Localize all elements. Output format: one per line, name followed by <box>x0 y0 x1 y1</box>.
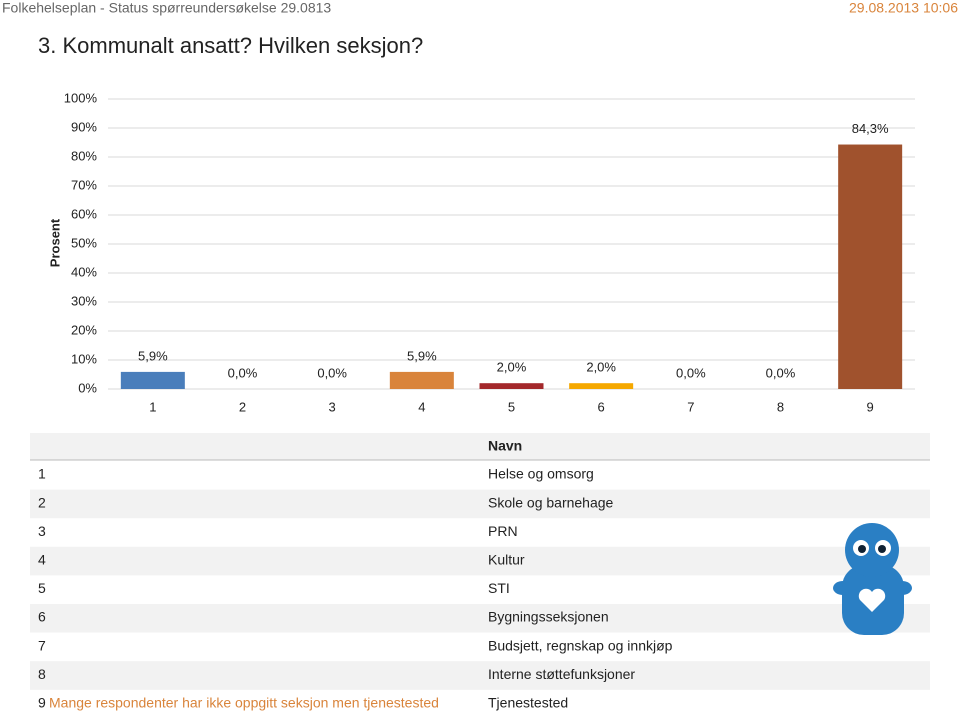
y-tick-label: 30% <box>71 293 97 308</box>
x-tick-label: 1 <box>149 399 156 414</box>
x-tick-label: 8 <box>777 399 784 414</box>
value-label: 84,3% <box>852 121 889 136</box>
value-label: 2,0% <box>586 360 616 375</box>
value-label: 0,0% <box>228 365 258 380</box>
row-name: PRN <box>488 523 518 539</box>
value-label: 0,0% <box>317 365 347 380</box>
row-bg <box>30 604 930 633</box>
row-bg <box>30 661 930 690</box>
row-bg <box>30 489 930 519</box>
chart-title: 3. Kommunalt ansatt? Hvilken seksjon? <box>38 33 423 58</box>
x-tick-label: 3 <box>329 399 336 414</box>
row-name: Helse og omsorg <box>488 466 594 482</box>
y-axis-label: Prosent <box>47 218 62 267</box>
row-number: 8 <box>38 666 46 682</box>
y-tick-label: 90% <box>71 119 97 134</box>
y-tick-label: 0% <box>78 380 97 395</box>
row-name: Kultur <box>488 552 525 568</box>
row-number: 3 <box>38 523 46 539</box>
bar <box>389 371 454 389</box>
row-number: 6 <box>38 609 46 625</box>
x-tick-label: 9 <box>867 399 874 414</box>
row-number: 5 <box>38 580 46 596</box>
header-left: Folkehelseplan - Status spørreundersøkel… <box>2 0 331 16</box>
value-label: 5,9% <box>138 348 168 363</box>
row-number: 4 <box>38 552 46 568</box>
value-label: 0,0% <box>766 365 796 380</box>
row-bg <box>30 546 930 576</box>
y-tick-label: 10% <box>71 351 97 366</box>
table-header-bg <box>30 433 930 460</box>
y-tick-label: 40% <box>71 264 97 279</box>
row-name: Tjenestested <box>488 695 568 711</box>
bar <box>569 383 634 389</box>
row-number: 9 <box>38 695 46 711</box>
row-number: 1 <box>38 466 46 482</box>
y-tick-label: 100% <box>64 90 98 105</box>
y-tick-label: 70% <box>71 177 97 192</box>
x-tick-label: 6 <box>598 399 605 414</box>
y-tick-label: 80% <box>71 148 97 163</box>
mascot <box>833 523 912 635</box>
row-name: Budsjett, regnskap og innkjøp <box>488 637 673 653</box>
header-right: 29.08.2013 10:06 <box>849 0 958 16</box>
row-name: Bygningsseksjonen <box>488 609 609 625</box>
table-header: Navn <box>488 438 522 454</box>
row-name: STI <box>488 580 510 596</box>
x-tick-label: 4 <box>418 399 425 414</box>
value-label: 0,0% <box>676 365 706 380</box>
bar <box>838 144 903 389</box>
bar <box>120 371 185 389</box>
value-label: 2,0% <box>497 360 527 375</box>
row-number: 2 <box>38 494 46 510</box>
row-name: Skole og barnehage <box>488 494 614 510</box>
x-tick-label: 5 <box>508 399 515 414</box>
x-tick-label: 2 <box>239 399 246 414</box>
x-tick-label: 7 <box>687 399 694 414</box>
row-number: 7 <box>38 637 46 653</box>
row-name: Interne støttefunksjoner <box>488 666 635 682</box>
y-tick-label: 60% <box>71 206 97 221</box>
row-note: Mange respondenter har ikke oppgitt seks… <box>49 695 439 711</box>
bar <box>479 383 544 389</box>
value-label: 5,9% <box>407 348 437 363</box>
y-tick-label: 50% <box>71 235 97 250</box>
y-tick-label: 20% <box>71 322 97 337</box>
